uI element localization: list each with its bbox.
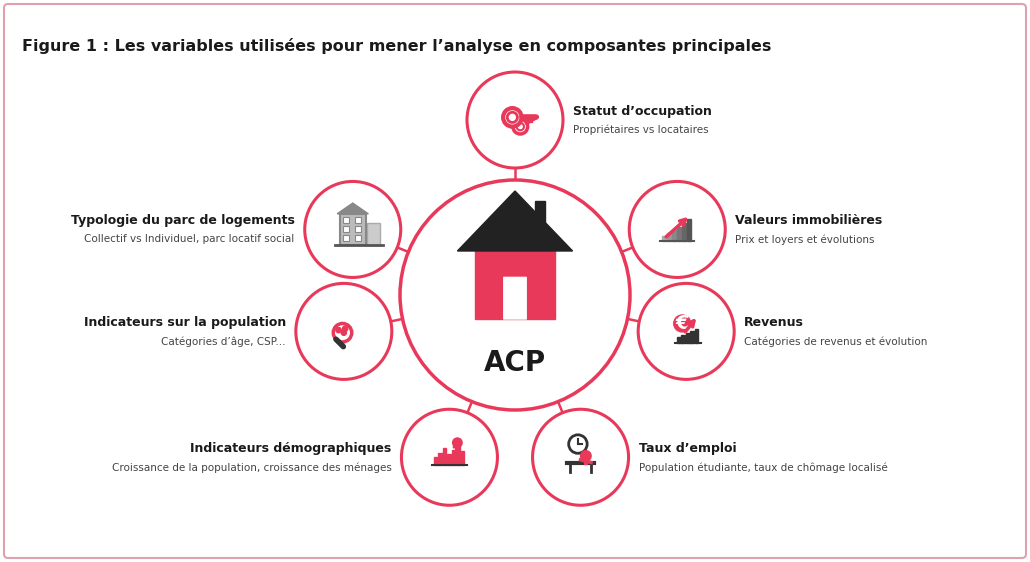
Text: Taux d’emploi: Taux d’emploi [639, 442, 736, 455]
FancyBboxPatch shape [456, 446, 459, 465]
FancyBboxPatch shape [443, 448, 446, 465]
Polygon shape [535, 201, 545, 243]
FancyBboxPatch shape [355, 217, 362, 223]
Text: Population étudiante, taux de chômage localisé: Population étudiante, taux de chômage lo… [639, 462, 887, 473]
Circle shape [503, 108, 521, 126]
Text: Indicateurs démographiques: Indicateurs démographiques [191, 442, 391, 455]
FancyBboxPatch shape [667, 233, 672, 241]
FancyBboxPatch shape [447, 454, 451, 465]
Circle shape [296, 283, 391, 379]
FancyBboxPatch shape [452, 450, 455, 465]
FancyBboxPatch shape [434, 457, 438, 465]
Text: Valeurs immobilières: Valeurs immobilières [735, 214, 883, 227]
Text: Figure 1 : Les variables utilisées pour mener l’analyse en composantes principal: Figure 1 : Les variables utilisées pour … [22, 38, 771, 54]
Text: Statut d’occupation: Statut d’occupation [573, 105, 712, 117]
FancyBboxPatch shape [460, 451, 465, 465]
Circle shape [400, 180, 630, 410]
FancyBboxPatch shape [343, 235, 349, 241]
FancyBboxPatch shape [673, 230, 677, 241]
FancyBboxPatch shape [343, 226, 349, 232]
Circle shape [513, 119, 527, 134]
Circle shape [334, 324, 351, 342]
FancyBboxPatch shape [677, 337, 681, 343]
Text: Prix et loyers et évolutions: Prix et loyers et évolutions [735, 234, 874, 244]
FancyBboxPatch shape [340, 214, 366, 245]
Circle shape [569, 435, 587, 454]
Circle shape [336, 328, 341, 333]
FancyBboxPatch shape [662, 235, 666, 241]
FancyBboxPatch shape [355, 226, 362, 232]
Text: Typologie du parc de logements: Typologie du parc de logements [71, 214, 295, 227]
Circle shape [452, 438, 462, 447]
FancyBboxPatch shape [682, 223, 686, 241]
Text: Catégories d’âge, CSP...: Catégories d’âge, CSP... [162, 336, 285, 347]
Text: Revenus: Revenus [745, 316, 804, 329]
FancyBboxPatch shape [4, 4, 1026, 558]
Circle shape [629, 182, 725, 278]
Circle shape [674, 315, 691, 332]
FancyBboxPatch shape [682, 336, 685, 343]
FancyBboxPatch shape [475, 251, 555, 319]
Text: Croissance de la population, croissance des ménages: Croissance de la population, croissance … [111, 462, 391, 473]
FancyBboxPatch shape [687, 219, 691, 241]
Circle shape [581, 451, 591, 461]
FancyBboxPatch shape [367, 224, 380, 245]
Text: Indicateurs sur la population: Indicateurs sur la population [83, 316, 285, 329]
Circle shape [343, 326, 348, 332]
Circle shape [517, 123, 524, 130]
FancyBboxPatch shape [355, 235, 362, 241]
Text: €: € [676, 314, 689, 333]
FancyBboxPatch shape [439, 452, 442, 465]
Circle shape [508, 112, 517, 123]
Circle shape [467, 72, 563, 168]
Circle shape [639, 283, 734, 379]
Circle shape [402, 409, 497, 505]
FancyBboxPatch shape [343, 217, 349, 223]
Polygon shape [457, 191, 573, 251]
Polygon shape [337, 203, 369, 214]
Circle shape [533, 409, 628, 505]
Text: ACP: ACP [484, 349, 546, 377]
Circle shape [341, 330, 346, 336]
FancyBboxPatch shape [690, 331, 694, 343]
Text: Collectif vs Individuel, parc locatif social: Collectif vs Individuel, parc locatif so… [84, 234, 295, 244]
FancyBboxPatch shape [694, 329, 698, 343]
Text: Propriétaires vs locataires: Propriétaires vs locataires [573, 125, 709, 135]
Circle shape [305, 182, 401, 278]
FancyBboxPatch shape [504, 278, 526, 319]
FancyBboxPatch shape [678, 226, 681, 241]
Text: Catégories de revenus et évolution: Catégories de revenus et évolution [745, 336, 928, 347]
FancyBboxPatch shape [686, 333, 689, 343]
